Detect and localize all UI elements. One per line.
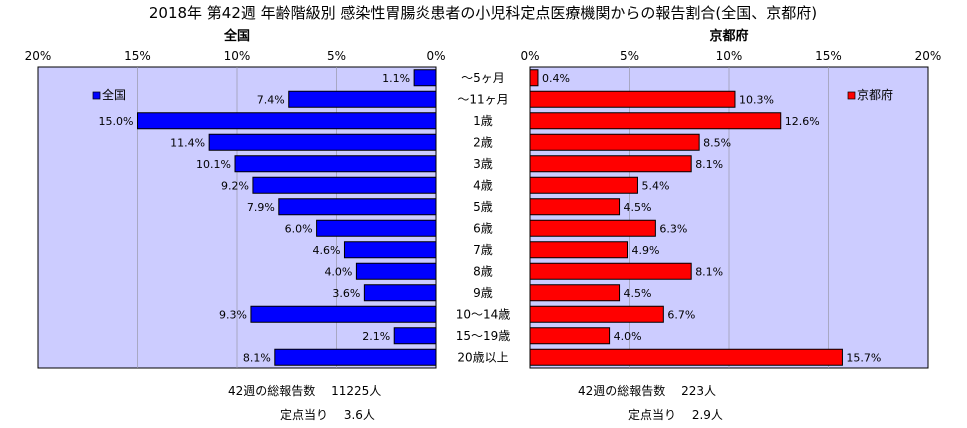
kyoto-bar <box>529 262 692 280</box>
category-label: 2歳 <box>473 135 493 149</box>
national-bar <box>234 155 437 173</box>
kyoto-total-text: 42週の総報告数 223人 <box>578 384 716 398</box>
kyoto-data-label: 6.7% <box>667 308 695 321</box>
category-label: 1歳 <box>473 114 493 128</box>
kyoto-bar <box>529 198 621 216</box>
kyoto-bar <box>529 241 629 259</box>
national-data-label: 4.6% <box>313 244 341 257</box>
category-label: 10～14歳 <box>456 307 511 321</box>
kyoto-data-label: 6.3% <box>659 222 687 235</box>
national-data-label: 6.0% <box>285 222 313 235</box>
kyoto-bar <box>529 219 656 237</box>
kyoto-bar <box>529 305 664 323</box>
kyoto-data-label: 15.7% <box>846 351 881 364</box>
national-bar <box>343 241 437 259</box>
national-bar <box>393 327 437 345</box>
national-legend-swatch <box>92 91 101 100</box>
kyoto-data-label: 4.0% <box>614 330 642 343</box>
national-total-text: 42週の総報告数 11225人 <box>228 384 382 398</box>
category-label: ～11ヶ月 <box>457 92 508 106</box>
kyoto-data-label: 8.5% <box>703 136 731 149</box>
national-x-tick-label: 20% <box>25 49 52 63</box>
kyoto-bar <box>529 327 611 345</box>
kyoto-bar <box>529 155 692 173</box>
kyoto-x-tick-label: 10% <box>716 49 743 63</box>
national-bar <box>250 305 437 323</box>
category-label: 6歳 <box>473 221 493 235</box>
kyoto-x-tick-label: 5% <box>620 49 639 63</box>
national-x-tick-label: 5% <box>327 49 346 63</box>
panel-kyoto: 0% 5% 10% 15% 20% 0.4% 10.3% 12.6% 8.5% 8.1% 5.4% 4… <box>520 49 942 369</box>
category-label: 4歳 <box>473 178 493 192</box>
category-label: 7歳 <box>473 243 493 257</box>
kyoto-x-tick-label: 0% <box>520 49 539 63</box>
kyoto-data-label: 8.1% <box>695 265 723 278</box>
kyoto-data-label: 0.4% <box>542 72 570 85</box>
national-x-tick-label: 0% <box>426 49 445 63</box>
national-legend-label: 全国 <box>102 87 126 102</box>
category-label: 8歳 <box>473 264 493 278</box>
national-bar <box>413 69 437 87</box>
national-bar <box>363 284 437 302</box>
kyoto-data-label: 4.9% <box>632 244 660 257</box>
national-bar <box>208 133 437 151</box>
kyoto-legend-swatch <box>847 91 856 100</box>
national-bar <box>288 90 437 108</box>
national-per-text: 定点当り 3.6人 <box>280 408 375 422</box>
kyoto-bar <box>529 348 843 366</box>
kyoto-data-label: 12.6% <box>785 115 820 128</box>
kyoto-bar <box>529 133 700 151</box>
category-label: 20歳以上 <box>457 350 508 364</box>
national-bar <box>252 176 437 194</box>
national-bar <box>316 219 437 237</box>
national-data-label: 4.0% <box>324 265 352 278</box>
national-data-label: 11.4% <box>170 136 205 149</box>
national-data-label: 15.0% <box>99 115 134 128</box>
kyoto-legend-label: 京都府 <box>857 87 893 102</box>
kyoto-per-text: 定点当り 2.9人 <box>628 408 723 422</box>
national-data-label: 7.4% <box>257 93 285 106</box>
national-data-label: 9.2% <box>221 179 249 192</box>
national-data-label: 8.1% <box>243 351 271 364</box>
kyoto-bar <box>529 112 782 130</box>
kyoto-bar <box>529 90 736 108</box>
national-data-label: 7.9% <box>247 201 275 214</box>
chart-title: 2018年 第42週 年齢階級別 感染性胃腸炎患者の小児科定点医療機関からの報告… <box>149 4 817 22</box>
kyoto-x-tick-label: 20% <box>915 49 942 63</box>
national-data-label: 2.1% <box>362 330 390 343</box>
panel-national: 20% 15% 10% 5% 0% 1.1% 7.4% 15.0% 11.4% 10.1% 9.2%… <box>25 49 446 369</box>
national-data-label: 9.3% <box>219 308 247 321</box>
national-data-label: 10.1% <box>196 158 231 171</box>
category-label: 9歳 <box>473 286 493 300</box>
category-label: 15～19歳 <box>456 329 511 343</box>
national-bar <box>137 112 437 130</box>
national-data-label: 3.6% <box>332 287 360 300</box>
category-label: 5歳 <box>473 200 493 214</box>
kyoto-data-label: 10.3% <box>739 93 774 106</box>
national-bar <box>274 348 437 366</box>
panel-title-national: 全国 <box>223 28 250 44</box>
kyoto-bar <box>529 284 621 302</box>
national-data-label: 1.1% <box>382 72 410 85</box>
kyoto-data-label: 4.5% <box>624 287 652 300</box>
national-bar <box>278 198 437 216</box>
category-label: ～5ヶ月 <box>461 71 505 85</box>
category-label: 3歳 <box>473 157 493 171</box>
national-x-tick-label: 15% <box>124 49 151 63</box>
kyoto-data-label: 8.1% <box>695 158 723 171</box>
kyoto-bar <box>529 176 638 194</box>
kyoto-bar <box>529 69 539 87</box>
kyoto-x-tick-label: 15% <box>815 49 842 63</box>
national-x-tick-label: 10% <box>224 49 251 63</box>
national-bar <box>355 262 437 280</box>
kyoto-data-label: 4.5% <box>624 201 652 214</box>
category-labels: ～5ヶ月 ～11ヶ月 1歳 2歳 3歳 4歳 5歳 6歳 7歳 8歳 9歳 10～14歳 15～19歳 2… <box>456 71 511 365</box>
panel-title-kyoto: 京都府 <box>709 28 748 44</box>
kyoto-data-label: 5.4% <box>641 179 669 192</box>
